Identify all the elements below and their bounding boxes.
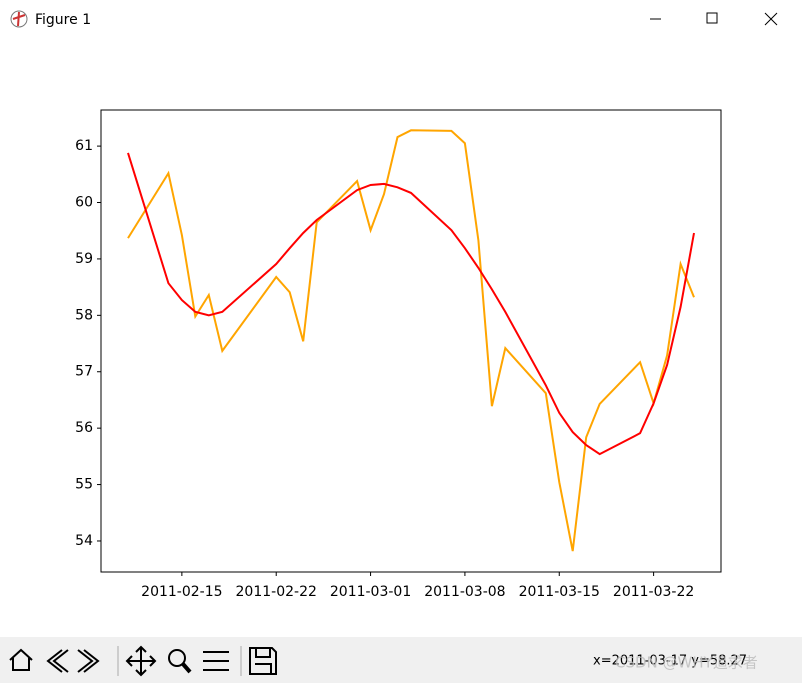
toolbar-buttons [9,645,277,677]
window-title: Figure 1 [35,12,91,28]
zoom-handle [181,662,192,674]
configure-button[interactable] [203,651,229,671]
back-button[interactable] [46,649,69,673]
y-tick-label: 60 [75,195,93,211]
x-tick-label: 2011-02-15 [141,584,222,600]
status-coords: x=2011-03-17 y=58.27 [593,654,747,669]
x-tick-label: 2011-03-08 [424,584,505,600]
maximize-button[interactable] [706,12,718,24]
plot: 54 55 56 57 58 59 60 61 2011-02-15 2011-02-22 2011… [75,129,695,600]
x-tick-label: 2011-03-01 [330,584,411,600]
watermark: CSDN @WHY追求者 [615,654,758,672]
close-button[interactable] [764,12,778,26]
app-icon-mark [12,11,26,27]
y-tick-label: 54 [75,533,93,549]
y-tick-label: 61 [75,138,93,154]
zoom-button[interactable] [168,649,186,667]
x-tick-label: 2011-03-22 [613,584,694,600]
save-button[interactable] [249,647,277,675]
y-tick-label: 55 [75,477,93,493]
forward-button[interactable] [77,649,100,673]
pan-button[interactable] [125,645,157,677]
y-tick-label: 56 [75,420,93,436]
axes-frame [100,109,722,573]
x-tick-label: 2011-03-15 [519,584,600,600]
x-tick-label: 2011-02-22 [236,584,317,600]
series-line [127,129,695,552]
y-tick-label: 59 [75,251,93,267]
y-tick-label: 58 [75,307,93,323]
home-button[interactable] [9,648,33,671]
y-tick-label: 57 [75,364,93,380]
series-line [127,152,695,456]
